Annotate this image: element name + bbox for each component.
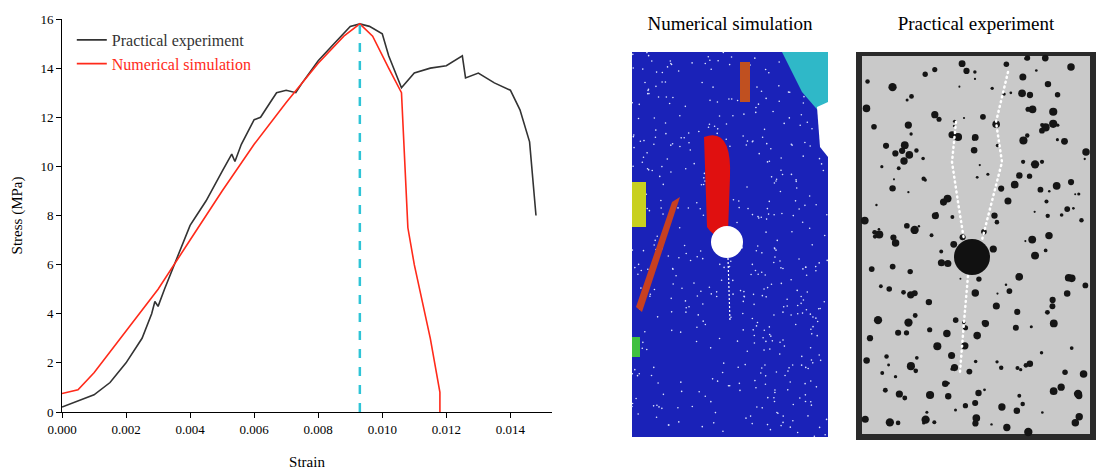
svg-text:2: 2: [47, 355, 54, 370]
svg-text:Practical experiment: Practical experiment: [898, 13, 1055, 34]
svg-text:Numerical simulation: Numerical simulation: [647, 13, 813, 34]
svg-text:0.008: 0.008: [304, 422, 333, 437]
svg-text:0: 0: [47, 405, 54, 420]
svg-text:0.006: 0.006: [240, 422, 270, 437]
svg-text:0.012: 0.012: [432, 422, 461, 437]
svg-text:Numerical simulation: Numerical simulation: [112, 56, 251, 73]
svg-text:12: 12: [40, 110, 53, 125]
svg-text:14: 14: [40, 61, 54, 76]
svg-text:Strain: Strain: [289, 454, 325, 470]
svg-text:6: 6: [47, 257, 54, 272]
svg-text:4: 4: [47, 306, 54, 321]
svg-text:0.004: 0.004: [175, 422, 205, 437]
svg-text:8: 8: [47, 208, 54, 223]
svg-text:0.000: 0.000: [47, 422, 76, 437]
svg-text:10: 10: [40, 159, 53, 174]
svg-text:0.002: 0.002: [111, 422, 140, 437]
svg-text:Stress (MPa): Stress (MPa): [9, 177, 26, 255]
svg-text:0.014: 0.014: [496, 422, 526, 437]
svg-text:16: 16: [40, 12, 54, 27]
svg-text:Practical experiment: Practical experiment: [112, 32, 244, 50]
svg-text:0.010: 0.010: [368, 422, 397, 437]
